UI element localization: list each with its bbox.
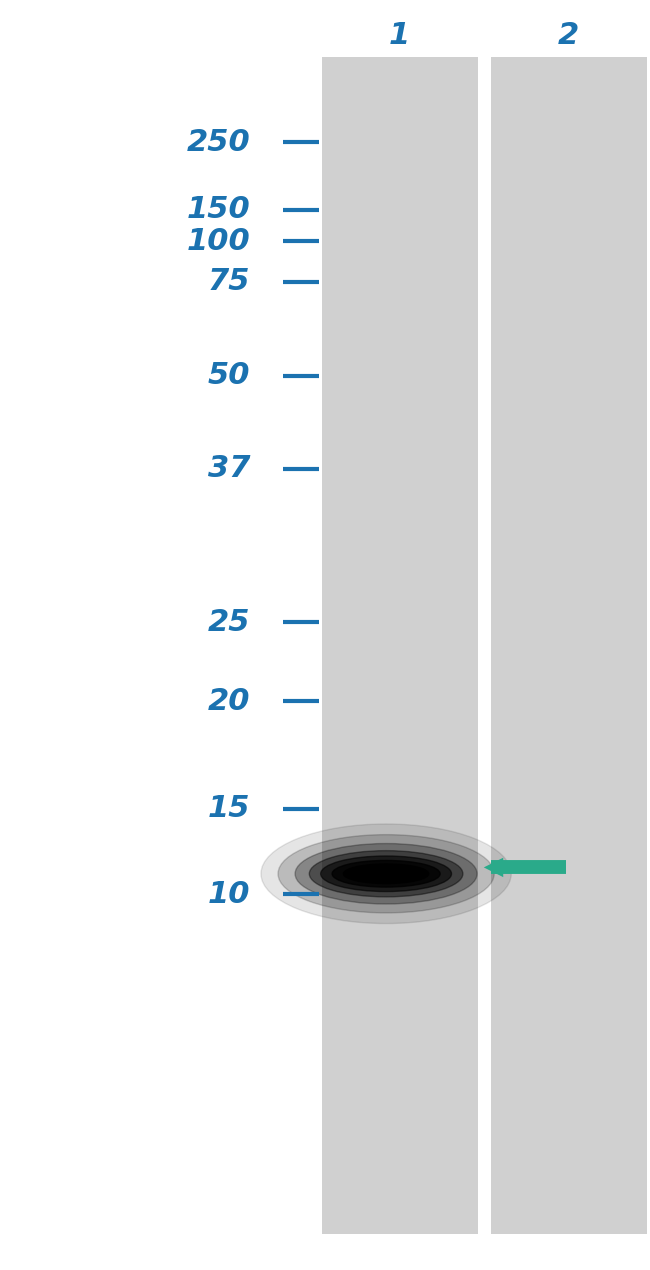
Text: 100: 100 (187, 227, 250, 255)
Ellipse shape (295, 843, 477, 904)
Text: 10: 10 (208, 880, 250, 908)
Text: 75: 75 (208, 268, 250, 296)
Text: 150: 150 (187, 196, 250, 224)
Text: 20: 20 (208, 687, 250, 715)
Bar (491, 57, 647, 1234)
Text: 250: 250 (187, 128, 250, 156)
Ellipse shape (320, 856, 452, 892)
Ellipse shape (332, 861, 440, 886)
Ellipse shape (278, 834, 494, 913)
Text: 2: 2 (558, 22, 579, 50)
Text: 25: 25 (208, 608, 250, 636)
Bar (322, 57, 478, 1234)
Text: 37: 37 (208, 455, 250, 483)
Text: 15: 15 (208, 795, 250, 823)
Ellipse shape (358, 867, 415, 880)
Ellipse shape (343, 864, 429, 884)
Text: 1: 1 (389, 22, 410, 50)
Ellipse shape (309, 851, 463, 897)
Ellipse shape (261, 824, 511, 923)
Text: 50: 50 (208, 362, 250, 390)
